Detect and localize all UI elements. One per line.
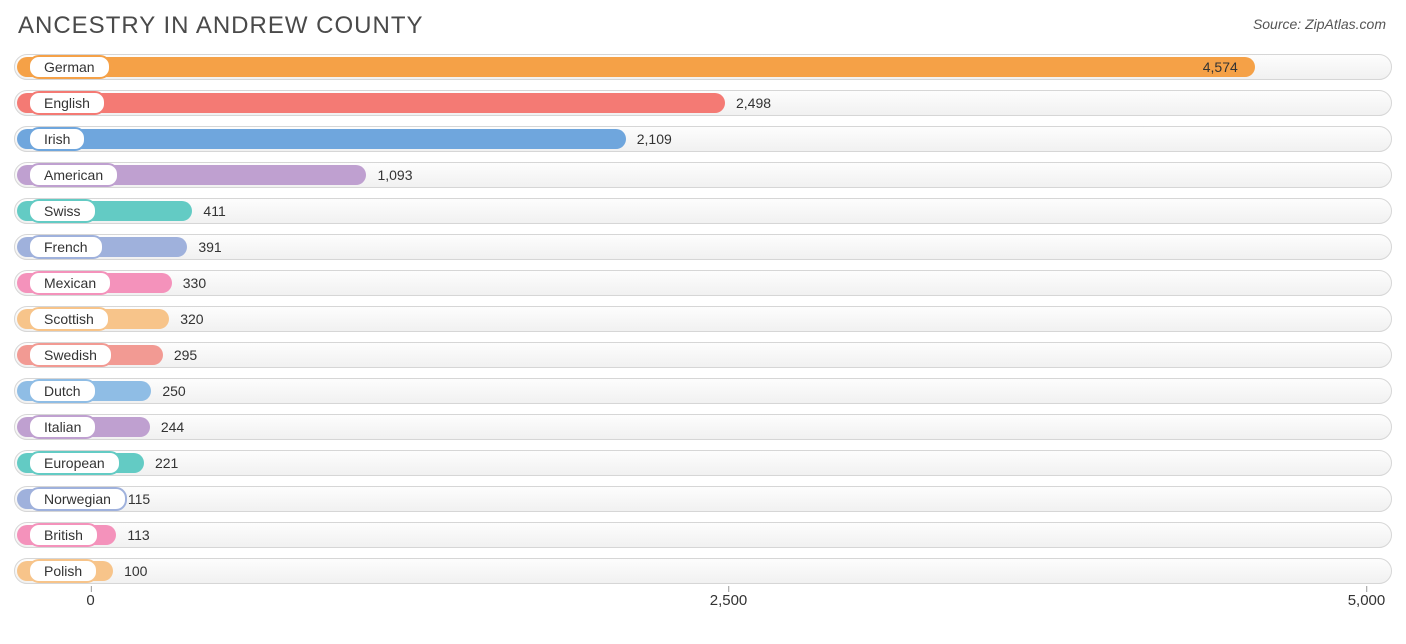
category-pill: European [28,451,121,475]
value-label: 411 [203,203,225,219]
value-label: 320 [180,311,203,327]
category-pill: Mexican [28,271,112,295]
bar-track [14,558,1392,584]
bar-track [14,450,1392,476]
value-label: 221 [155,455,178,471]
category-pill: English [28,91,106,115]
value-label: 100 [124,563,147,579]
category-pill: American [28,163,119,187]
value-label: 244 [161,419,184,435]
x-axis: 0 2,500 5,000 [14,592,1392,622]
category-pill: Dutch [28,379,97,403]
value-label: 330 [183,275,206,291]
category-pill: Polish [28,559,98,583]
bar-row: Italian 244 [14,412,1392,442]
x-axis-tick: 0 [86,592,94,609]
bar-row: Dutch 250 [14,376,1392,406]
category-pill: French [28,235,104,259]
chart-source: Source: ZipAtlas.com [1253,16,1386,32]
value-label: 2,109 [637,131,672,147]
bar-row: Norwegian115 [14,484,1392,514]
category-pill: Italian [28,415,97,439]
bar-row: French 391 [14,232,1392,262]
bar-track [14,342,1392,368]
chart-title: ANCESTRY IN ANDREW COUNTY [18,12,424,40]
bar-row: Scottish 320 [14,304,1392,334]
value-label: 113 [127,527,149,543]
category-pill: British [28,523,99,547]
bar [17,93,725,113]
category-pill: Irish [28,127,86,151]
bar-row: Swiss 411 [14,196,1392,226]
category-pill: Swiss [28,199,97,223]
chart-area: German 4,574 English 2,498 Irish 2,109 America… [0,44,1406,586]
value-label: 295 [174,347,197,363]
bar-track [14,522,1392,548]
bar-track [14,414,1392,440]
value-label: 391 [198,239,221,255]
x-axis-tick: 2,500 [710,592,748,609]
value-label: 115 [128,491,150,507]
bar-row: Irish 2,109 [14,124,1392,154]
x-axis-tick-mark [729,586,730,592]
bar-row: Swedish 295 [14,340,1392,370]
bar-row: German 4,574 [14,52,1392,82]
bar-track [14,306,1392,332]
value-label: 1,093 [377,167,412,183]
bar-track [14,378,1392,404]
bar-row: Polish 100 [14,556,1392,586]
bar-row: British 113 [14,520,1392,550]
value-label: 250 [162,383,185,399]
chart-header: ANCESTRY IN ANDREW COUNTY Source: ZipAtl… [0,0,1406,44]
category-pill: Norwegian [28,487,127,511]
value-label: 2,498 [736,95,771,111]
bar-row: American 1,093 [14,160,1392,190]
x-axis-tick: 5,000 [1348,592,1386,609]
bar-track [14,270,1392,296]
x-axis-tick-mark [91,586,92,592]
category-pill: Scottish [28,307,110,331]
bar-row: European 221 [14,448,1392,478]
bar-row: English 2,498 [14,88,1392,118]
category-pill: Swedish [28,343,113,367]
bar [17,129,626,149]
bar-row: Mexican 330 [14,268,1392,298]
bar-track [14,486,1392,512]
category-pill: German [28,55,111,79]
bar [17,57,1255,77]
value-label: 4,574 [1203,59,1238,75]
x-axis-tick-mark [1366,586,1367,592]
